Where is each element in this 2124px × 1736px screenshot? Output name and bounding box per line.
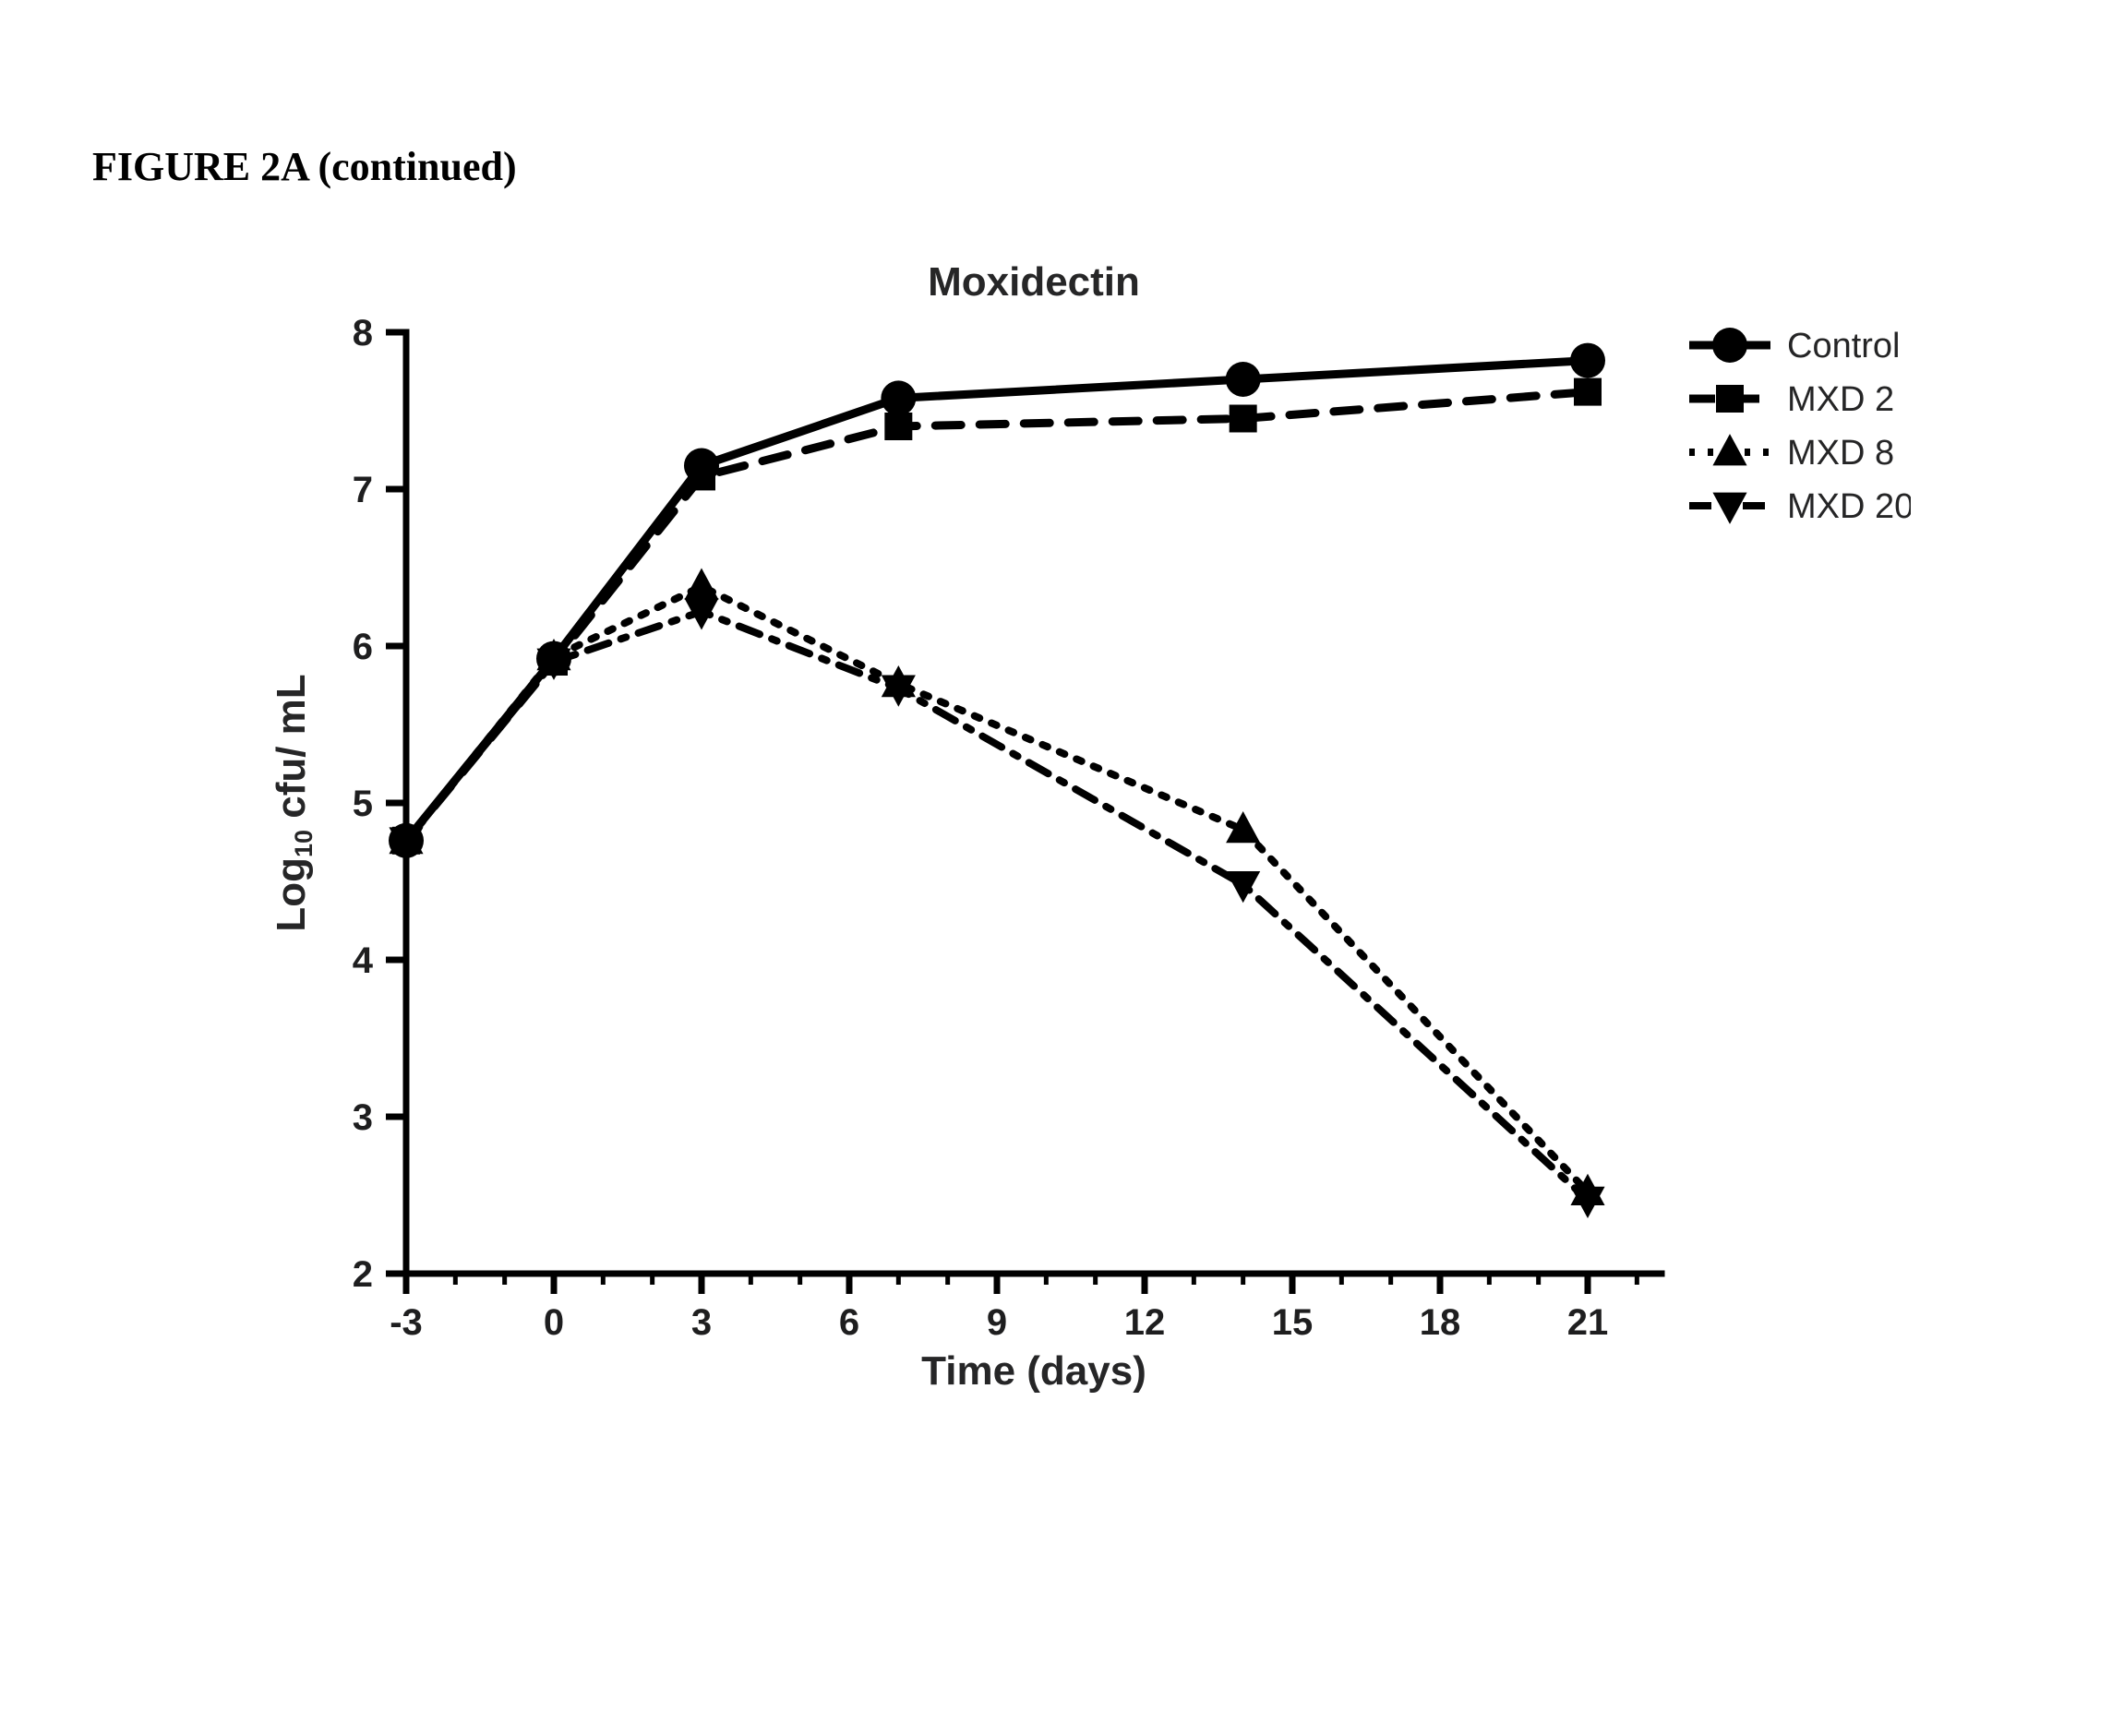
- chart-title: Moxidectin: [928, 259, 1140, 305]
- y-tick-label: 2: [353, 1254, 373, 1295]
- data-marker: [1226, 362, 1261, 397]
- data-marker: [684, 569, 718, 600]
- data-marker: [881, 380, 916, 415]
- x-tick-label: -3: [390, 1302, 423, 1343]
- legend-label: MXD 8: [1787, 434, 1894, 473]
- series-line: [406, 586, 1588, 1191]
- data-marker: [1226, 871, 1260, 903]
- data-marker: [1230, 405, 1257, 433]
- data-marker: [1570, 343, 1605, 378]
- y-tick-label: 8: [353, 313, 373, 353]
- x-tick-label: 15: [1272, 1302, 1314, 1343]
- data-marker: [1574, 378, 1602, 406]
- x-tick-label: 0: [544, 1302, 564, 1343]
- data-marker: [1716, 385, 1744, 413]
- x-axis-label: Time (days): [921, 1348, 1146, 1394]
- legend-label: Control: [1787, 327, 1901, 365]
- moxidectin-chart: Moxidectin 2 3 4 5 6 7 8 -3 0 3 6 9 12 15 18 21 Time (day…: [268, 231, 1911, 1458]
- x-tick-label: 9: [987, 1302, 1007, 1343]
- data-marker: [884, 413, 912, 440]
- legend-label: MXD 2: [1787, 380, 1894, 419]
- y-tick-label: 6: [353, 627, 373, 667]
- x-tick-label: 18: [1420, 1302, 1461, 1343]
- y-tick-label: 4: [353, 940, 374, 981]
- chart-container: Moxidectin 2 3 4 5 6 7 8 -3 0 3 6 9 12 15 18 21 Time (day…: [268, 231, 1911, 1463]
- series-line: [406, 612, 1588, 1201]
- data-marker: [1712, 328, 1747, 363]
- y-axis-label: Log10 cfu/ mL: [269, 674, 318, 931]
- x-tick-label: 21: [1567, 1302, 1609, 1343]
- y-tick-label: 7: [353, 470, 373, 510]
- x-tick-label: 6: [839, 1302, 859, 1343]
- series-line: [406, 361, 1588, 841]
- figure-heading: FIGURE 2A (continued): [92, 143, 517, 190]
- data-marker: [1712, 493, 1746, 524]
- x-tick-label: 3: [691, 1302, 712, 1343]
- data-marker: [688, 462, 715, 490]
- y-tick-label: 3: [353, 1097, 373, 1138]
- legend-label: MXD 20: [1787, 487, 1911, 526]
- data-marker: [1712, 434, 1746, 465]
- x-tick-label: 12: [1124, 1302, 1166, 1343]
- y-tick-label: 5: [353, 784, 373, 824]
